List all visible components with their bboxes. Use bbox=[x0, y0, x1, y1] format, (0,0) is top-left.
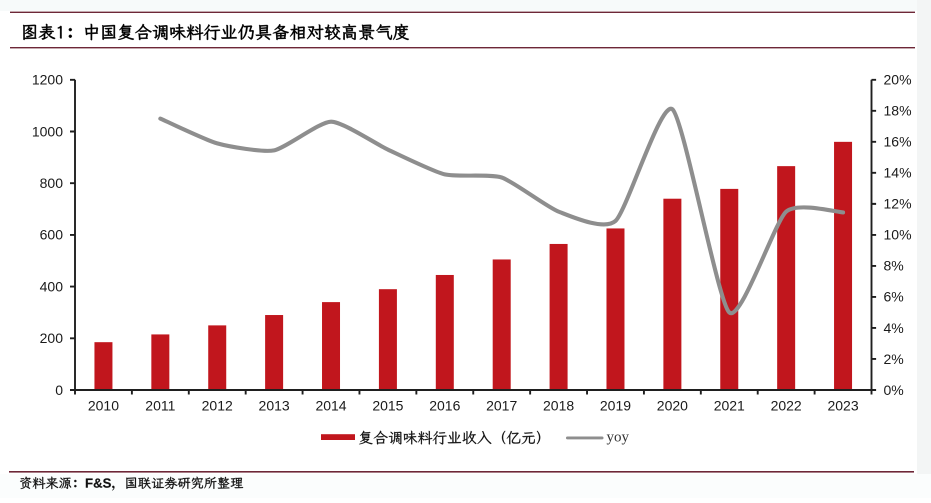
svg-text:20%: 20% bbox=[884, 72, 912, 88]
svg-text:2016: 2016 bbox=[429, 397, 460, 413]
svg-text:2021: 2021 bbox=[714, 397, 745, 413]
svg-text:10%: 10% bbox=[884, 227, 912, 243]
svg-text:2%: 2% bbox=[884, 351, 904, 367]
svg-text:1000: 1000 bbox=[32, 123, 63, 139]
svg-text:2018: 2018 bbox=[543, 397, 574, 413]
svg-text:600: 600 bbox=[40, 227, 64, 243]
svg-text:0%: 0% bbox=[884, 382, 904, 398]
svg-text:2014: 2014 bbox=[315, 397, 346, 413]
svg-text:2015: 2015 bbox=[372, 397, 403, 413]
svg-text:12%: 12% bbox=[884, 196, 912, 212]
svg-text:6%: 6% bbox=[884, 289, 904, 305]
svg-text:1200: 1200 bbox=[32, 72, 63, 88]
svg-text:2013: 2013 bbox=[259, 397, 290, 413]
svg-text:14%: 14% bbox=[884, 165, 912, 181]
svg-text:2020: 2020 bbox=[657, 397, 688, 413]
svg-text:2012: 2012 bbox=[202, 397, 233, 413]
svg-text:8%: 8% bbox=[884, 258, 904, 274]
svg-text:200: 200 bbox=[40, 330, 64, 346]
svg-text:2023: 2023 bbox=[827, 397, 858, 413]
svg-text:4%: 4% bbox=[884, 320, 904, 336]
svg-text:2010: 2010 bbox=[88, 397, 119, 413]
svg-text:800: 800 bbox=[40, 175, 64, 191]
svg-text:400: 400 bbox=[40, 278, 64, 294]
svg-text:2022: 2022 bbox=[771, 397, 802, 413]
svg-text:yoy: yoy bbox=[607, 430, 630, 446]
svg-text:18%: 18% bbox=[884, 103, 912, 119]
svg-text:0: 0 bbox=[55, 382, 63, 398]
svg-text:2019: 2019 bbox=[600, 397, 631, 413]
svg-text:2011: 2011 bbox=[145, 397, 175, 413]
svg-text:2017: 2017 bbox=[486, 397, 517, 413]
svg-text:16%: 16% bbox=[884, 134, 912, 150]
